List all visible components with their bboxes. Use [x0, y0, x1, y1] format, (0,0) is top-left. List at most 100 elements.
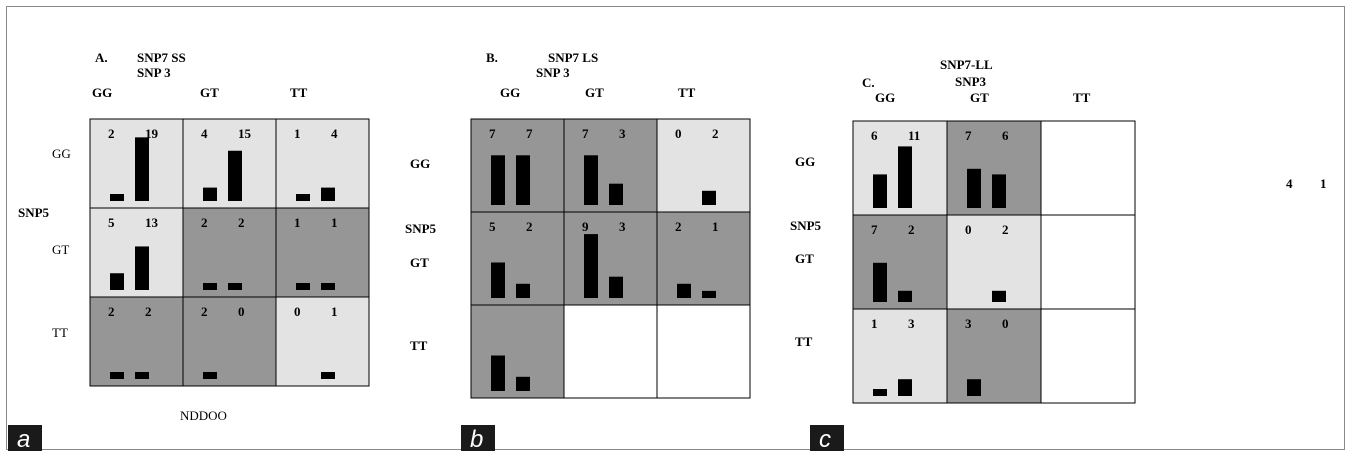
bar [967, 379, 981, 396]
count-label: 2 [675, 219, 682, 234]
row-label-tt: TT [795, 334, 813, 349]
cell [946, 308, 1042, 404]
count-label: 2 [238, 215, 245, 230]
bar [677, 283, 691, 298]
cell [1040, 120, 1136, 216]
row-label-tt: TT [52, 325, 68, 340]
panel-tag-letter: b [470, 426, 483, 453]
count-label: 6 [1002, 128, 1009, 143]
count-label: 0 [965, 222, 972, 237]
column-label-gg: GG [500, 85, 520, 100]
column-label-gg: GG [875, 90, 895, 105]
panel-title-line: SNP7-LL [940, 57, 993, 72]
bar [491, 355, 505, 391]
panel-title-line: SNP 3 [536, 65, 570, 80]
count-label: 2 [712, 126, 719, 141]
count-label: 2 [526, 219, 533, 234]
bar [321, 283, 335, 290]
count-label: 3 [965, 316, 972, 331]
count-label: 2 [201, 304, 208, 319]
row-label-tt: TT [410, 338, 428, 353]
count-label: 0 [1002, 316, 1009, 331]
cell [656, 304, 751, 399]
count-label: 0 [675, 126, 682, 141]
column-label-gt: GT [970, 90, 989, 105]
count-label: 2 [201, 215, 208, 230]
bar [584, 155, 598, 205]
count-label: 1 [294, 126, 301, 141]
bar [609, 183, 623, 205]
count-label: 9 [582, 219, 589, 234]
bar [584, 234, 598, 298]
stray-caption: NDDOO [180, 408, 227, 423]
bar [491, 155, 505, 205]
panel-title-line: SNP3 [955, 74, 987, 89]
bar [609, 276, 623, 298]
count-label: 5 [108, 215, 115, 230]
column-label-gt: GT [200, 85, 219, 100]
panel-title-line: SNP7 SS [137, 50, 186, 65]
bar [203, 283, 217, 290]
row-label-gt: GT [410, 255, 429, 270]
row-label-gt: GT [795, 251, 814, 266]
bar [110, 273, 124, 290]
panel-title-line: SNP7 LS [548, 50, 598, 65]
row-label-gg: GG [410, 156, 430, 171]
count-label: 3 [619, 126, 626, 141]
bar [321, 187, 335, 201]
bar [967, 168, 981, 208]
bar [702, 190, 716, 205]
bar [203, 372, 217, 379]
bar [228, 150, 242, 201]
bar [702, 290, 716, 298]
stray-number: 4 [1286, 176, 1293, 191]
bar [873, 174, 887, 208]
count-label: 1 [331, 304, 338, 319]
count-label: 2 [108, 304, 115, 319]
count-label: 19 [145, 126, 159, 141]
count-label: 1 [331, 215, 338, 230]
count-label: 11 [908, 128, 920, 143]
cell [182, 296, 277, 387]
count-label: 5 [489, 219, 496, 234]
column-label-tt: TT [1073, 90, 1091, 105]
count-label: 6 [871, 128, 878, 143]
cell [1040, 308, 1136, 404]
panel-tag-box [461, 425, 495, 451]
count-label: 7 [871, 222, 878, 237]
column-label-gt: GT [585, 85, 604, 100]
panel-tag-b: b [461, 425, 495, 453]
bar [491, 262, 505, 298]
count-label: 3 [908, 316, 915, 331]
panel-c: C. SNP7-LL SNP3 GG GT TT GG SNP5 GT TT 6 11 7 6 7 2 0 2 1 3… [790, 57, 1136, 404]
bar [135, 372, 149, 379]
count-label: 4 [201, 126, 208, 141]
bar [898, 379, 912, 396]
count-label: 2 [908, 222, 915, 237]
count-label: 1 [712, 219, 719, 234]
count-label: 2 [145, 304, 152, 319]
bar [321, 372, 335, 379]
figure-frame [6, 6, 1345, 450]
bar [135, 137, 149, 201]
bar [898, 146, 912, 208]
panel-title-line: B. [486, 50, 498, 65]
row-label-gg: GG [52, 146, 71, 161]
count-label: 1 [294, 215, 301, 230]
bar [110, 372, 124, 379]
count-label: 7 [489, 126, 496, 141]
count-label: 13 [145, 215, 159, 230]
bar [992, 290, 1006, 302]
panel-tag-letter: a [17, 426, 30, 453]
bar [516, 376, 530, 391]
panel-tag-c: c [810, 425, 844, 453]
row-axis-label: SNP5 [18, 205, 50, 220]
count-label: 3 [619, 219, 626, 234]
bar [296, 283, 310, 290]
bar [110, 194, 124, 201]
count-label: 0 [294, 304, 301, 319]
row-axis-label: SNP5 [405, 221, 437, 236]
count-label: 7 [526, 126, 533, 141]
bar [516, 155, 530, 205]
cell [563, 304, 658, 399]
